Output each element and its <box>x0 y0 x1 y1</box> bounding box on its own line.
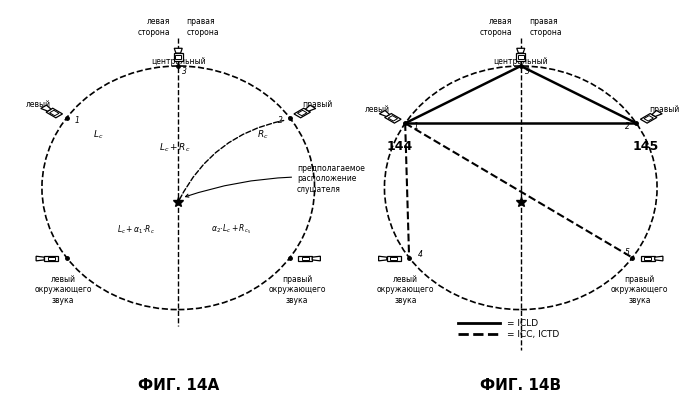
Text: ФИГ. 14В: ФИГ. 14В <box>480 377 561 392</box>
Polygon shape <box>517 49 525 54</box>
Polygon shape <box>175 56 181 60</box>
Polygon shape <box>298 111 307 117</box>
Text: 145: 145 <box>633 139 659 152</box>
Text: правый: правый <box>649 105 679 114</box>
Polygon shape <box>46 109 62 119</box>
Text: 3: 3 <box>525 67 530 76</box>
Text: правая
сторона: правая сторона <box>187 17 219 36</box>
Polygon shape <box>294 109 310 119</box>
Text: 4: 4 <box>417 249 422 258</box>
Text: $L_c$: $L_c$ <box>93 128 103 140</box>
Text: $\alpha_2{\cdot}L_c+R_{c_5}$: $\alpha_2{\cdot}L_c+R_{c_5}$ <box>210 222 251 236</box>
Polygon shape <box>36 257 44 261</box>
Text: центральный: центральный <box>493 57 548 66</box>
Text: правый
окружающего
звука: правый окружающего звука <box>611 274 668 304</box>
Polygon shape <box>173 54 183 62</box>
Text: 2: 2 <box>624 122 629 131</box>
Text: 3: 3 <box>182 67 187 76</box>
Polygon shape <box>641 256 655 262</box>
Polygon shape <box>388 116 398 122</box>
Text: левая
сторона: левая сторона <box>480 17 512 36</box>
Text: 144: 144 <box>386 139 412 152</box>
Polygon shape <box>305 106 316 112</box>
Text: 2: 2 <box>278 116 283 125</box>
Polygon shape <box>516 54 526 62</box>
Polygon shape <box>652 111 662 117</box>
Text: $R_c$: $R_c$ <box>257 128 269 140</box>
Polygon shape <box>518 56 524 60</box>
Polygon shape <box>655 257 663 261</box>
Text: ФИГ. 14А: ФИГ. 14А <box>138 377 219 392</box>
Text: = ICC, ICTD: = ICC, ICTD <box>507 330 559 339</box>
Polygon shape <box>312 257 320 261</box>
Polygon shape <box>41 106 51 112</box>
Text: левый: левый <box>365 105 390 114</box>
Text: правая
сторона: правая сторона <box>529 17 562 36</box>
Text: $L_c+\alpha_1{\cdot}R_c$: $L_c+\alpha_1{\cdot}R_c$ <box>117 223 155 235</box>
Polygon shape <box>644 116 654 122</box>
Polygon shape <box>390 257 397 261</box>
Polygon shape <box>379 257 387 261</box>
Polygon shape <box>302 257 309 261</box>
Text: предполагаемое
расположение
слушателя: предполагаемое расположение слушателя <box>185 163 365 198</box>
Polygon shape <box>644 257 651 261</box>
Polygon shape <box>44 256 58 262</box>
Text: центральный: центральный <box>151 57 206 66</box>
Text: 5: 5 <box>625 248 630 257</box>
Text: 1: 1 <box>414 122 419 131</box>
Text: $L_c+R_c$: $L_c+R_c$ <box>159 142 190 154</box>
Text: = ICLD: = ICLD <box>507 318 538 327</box>
Text: левый
окружающего
звука: левый окружающего звука <box>34 274 92 304</box>
Text: левый: левый <box>26 100 51 109</box>
Polygon shape <box>380 111 389 117</box>
Polygon shape <box>48 257 55 261</box>
Polygon shape <box>174 49 182 54</box>
Text: правый: правый <box>303 100 333 109</box>
Polygon shape <box>298 256 312 262</box>
Polygon shape <box>387 256 401 262</box>
Polygon shape <box>384 114 401 124</box>
Polygon shape <box>640 114 657 124</box>
Text: левый
окружающего
звука: левый окружающего звука <box>377 274 434 304</box>
Polygon shape <box>50 111 59 117</box>
Text: 1: 1 <box>75 116 80 125</box>
Text: левая
сторона: левая сторона <box>137 17 170 36</box>
Text: правый
окружающего
звука: правый окружающего звука <box>268 274 326 304</box>
